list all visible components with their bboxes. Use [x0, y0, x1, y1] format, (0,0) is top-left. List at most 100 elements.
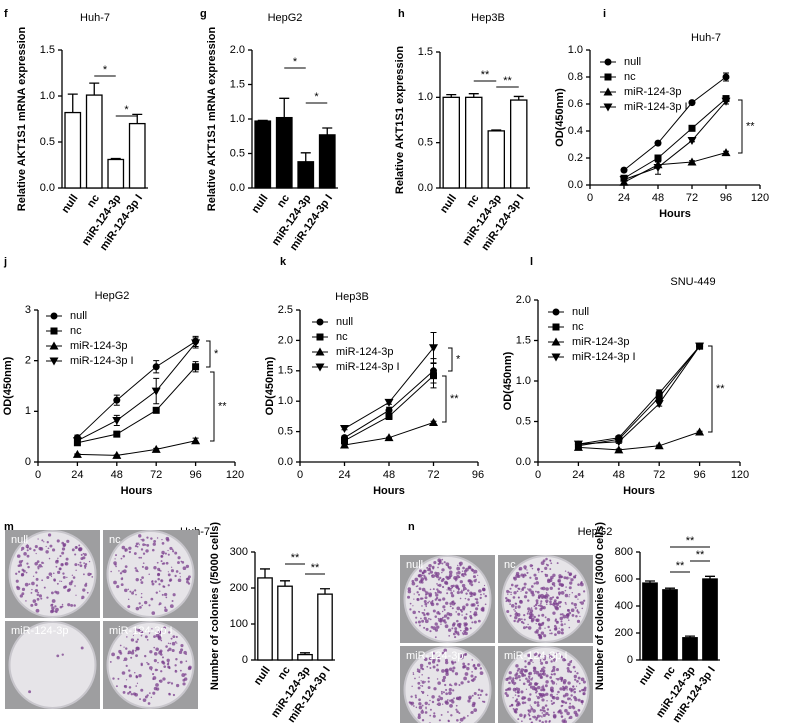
colony: [23, 552, 27, 556]
y-tick-label: 0.5: [278, 426, 293, 438]
colony: [167, 549, 169, 552]
colony: [168, 579, 172, 582]
y-tick-label: 0.0: [516, 456, 531, 468]
colony: [157, 661, 159, 664]
colony: [569, 581, 573, 585]
chart-title: Huh-7: [80, 12, 110, 24]
colony: [421, 674, 423, 676]
x-tick-label: 24: [618, 192, 630, 204]
colony: [514, 607, 517, 610]
colony: [554, 605, 556, 608]
colony: [61, 551, 65, 555]
colony: [541, 685, 545, 689]
y-tick-label: 1: [25, 405, 31, 417]
colony: [567, 662, 571, 667]
bar: [487, 130, 505, 189]
colony: [62, 575, 66, 579]
y-tick-label: 1.0: [40, 90, 55, 102]
significance-label: **: [503, 75, 512, 87]
colony: [505, 597, 508, 600]
colony: [407, 595, 411, 599]
colony: [25, 571, 28, 574]
colony: [557, 652, 559, 654]
error-bar: [705, 575, 715, 579]
error-bar: [513, 95, 524, 101]
colony: [74, 563, 78, 567]
colony: [164, 608, 168, 612]
colony: [182, 566, 187, 571]
colony: [511, 681, 515, 685]
colony: [438, 598, 442, 602]
colony: [549, 676, 553, 679]
colony: [535, 683, 538, 686]
y-axis-label: Number of colonies (/5000 cells): [209, 522, 221, 690]
colony: [517, 690, 520, 694]
colony: [429, 667, 432, 670]
dish-label: miR-124-3p I: [109, 625, 173, 637]
legend-label: null: [336, 316, 353, 328]
colony: [537, 614, 541, 617]
colony: [429, 699, 431, 702]
colony: [539, 659, 542, 661]
colony: [451, 594, 455, 598]
colony: [535, 622, 537, 625]
colony: [169, 604, 174, 609]
colony: [573, 688, 576, 691]
y-tick-label: 800: [615, 546, 633, 558]
colony: [525, 625, 528, 629]
colony: [558, 593, 561, 596]
colony: [148, 604, 151, 607]
colony: [41, 579, 44, 582]
colony: [34, 562, 38, 566]
colony: [572, 665, 576, 669]
colony: [517, 718, 520, 721]
bar: [107, 158, 125, 189]
colony: [514, 615, 518, 620]
colony: [532, 685, 536, 688]
colony: [441, 692, 443, 695]
colony: [30, 603, 34, 607]
colony: [540, 561, 545, 566]
colony: [164, 606, 167, 609]
colony: [435, 593, 439, 597]
colony: [153, 646, 156, 649]
colony: [448, 573, 453, 578]
colony: [428, 703, 430, 706]
colony: [570, 698, 572, 701]
colony: [578, 682, 581, 685]
colony: [542, 657, 546, 661]
colony: [124, 685, 128, 689]
colony: [534, 688, 538, 691]
colony: [438, 561, 442, 565]
colony: [147, 662, 150, 666]
colony: [441, 616, 444, 619]
legend-label: null: [624, 56, 641, 68]
colony: [529, 682, 533, 686]
colony: [562, 614, 567, 619]
colony: [455, 704, 458, 707]
colony: [527, 675, 531, 678]
colony: [407, 587, 412, 591]
colony: [518, 566, 523, 571]
colony: [510, 703, 514, 707]
colony: [479, 596, 482, 600]
marker: [72, 437, 82, 446]
colony: [544, 720, 548, 723]
colony: [574, 606, 577, 609]
colony: [416, 598, 419, 601]
colony: [116, 584, 120, 589]
colony: [533, 715, 537, 719]
colony: [122, 691, 126, 694]
y-tick-label: 0.5: [516, 415, 531, 427]
colony: [566, 666, 570, 670]
colony: [562, 681, 566, 685]
colony: [474, 703, 476, 705]
colony: [512, 596, 516, 599]
colony: [510, 593, 512, 596]
colony: [549, 655, 553, 659]
colony: [180, 648, 184, 652]
colony: [167, 681, 170, 685]
colony: [162, 562, 166, 565]
colony: [458, 712, 461, 715]
x-tick-label: 48: [383, 469, 395, 481]
